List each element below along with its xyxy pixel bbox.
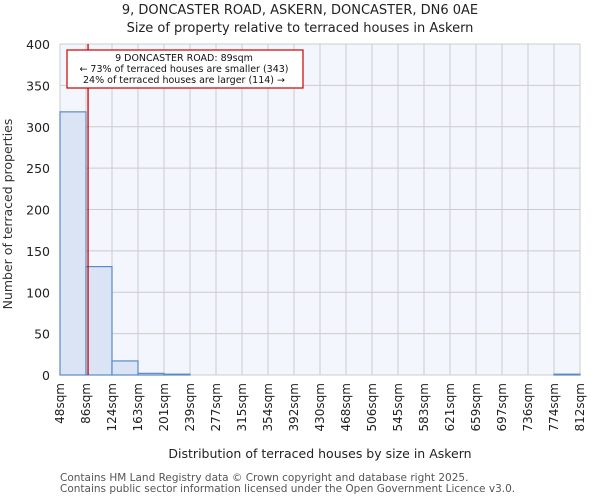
histogram-bar [111, 360, 139, 376]
x-tick-label: 812sqm [573, 383, 587, 431]
x-tick-label: 545sqm [391, 383, 405, 431]
footer-copyright: Contains HM Land Registry data © Crown c… [60, 472, 469, 484]
x-tick-label: 583sqm [417, 383, 431, 431]
y-tick-label: 150 [26, 244, 50, 259]
x-tick-label: 124sqm [105, 383, 119, 431]
gridlines [59, 43, 581, 376]
x-tick-label: 659sqm [469, 383, 483, 431]
y-tick-label: 250 [26, 161, 50, 176]
x-tick-label: 201sqm [157, 383, 171, 431]
x-axis-label: Distribution of terraced houses by size … [168, 446, 471, 461]
y-tick-label: 350 [26, 78, 50, 93]
x-tick-label: 774sqm [547, 383, 561, 431]
y-tick-label: 300 [26, 120, 50, 135]
annotation-line-3: 24% of terraced houses are larger (114) … [83, 75, 285, 86]
histogram-bar [163, 373, 191, 376]
x-tick-label: 430sqm [313, 383, 327, 431]
x-tick-label: 239sqm [183, 383, 197, 431]
annotation-line-2: ← 73% of terraced houses are smaller (34… [79, 64, 288, 75]
y-tick-label: 0 [42, 368, 50, 383]
histogram-bars [59, 111, 581, 376]
y-tick-label: 100 [26, 285, 50, 300]
y-tick-label: 400 [26, 37, 50, 52]
chart-subtitle: Size of property relative to terraced ho… [126, 21, 474, 36]
x-tick-label: 506sqm [365, 383, 379, 431]
x-axis-ticks: 48sqm 86sqm 124sqm 163sqm 201sqm 239sqm 277sqm… [53, 383, 587, 431]
x-tick-label: 621sqm [443, 383, 457, 431]
chart-title: 9, DONCASTER ROAD, ASKERN, DONCASTER, DN… [121, 3, 479, 18]
annotation-line-1: 9 DONCASTER ROAD: 89sqm [115, 53, 253, 64]
histogram-bar [553, 373, 581, 376]
x-tick-label: 697sqm [495, 383, 509, 431]
annotation-callout: 9 DONCASTER ROAD: 89sqm ← 73% of terrace… [66, 49, 304, 89]
histogram-bar [59, 111, 87, 376]
x-tick-label: 392sqm [287, 383, 301, 431]
y-axis-label: Number of terraced properties [0, 119, 15, 310]
x-tick-label: 277sqm [209, 383, 223, 431]
x-tick-label: 163sqm [131, 383, 145, 431]
x-tick-label: 86sqm [79, 383, 93, 424]
x-tick-label: 468sqm [339, 383, 353, 431]
y-tick-label: 200 [26, 203, 50, 218]
histogram-bar [137, 372, 165, 376]
x-tick-label: 315sqm [235, 383, 249, 431]
x-tick-label: 736sqm [521, 383, 535, 431]
x-tick-label: 48sqm [53, 383, 67, 424]
y-tick-label: 50 [34, 327, 50, 342]
y-axis-ticks: 0 50 100 150 200 250 300 350 400 [26, 37, 50, 383]
histogram-bar [85, 265, 113, 376]
x-tick-label: 354sqm [261, 383, 275, 431]
footer-licence: Contains public sector information licen… [60, 483, 516, 495]
